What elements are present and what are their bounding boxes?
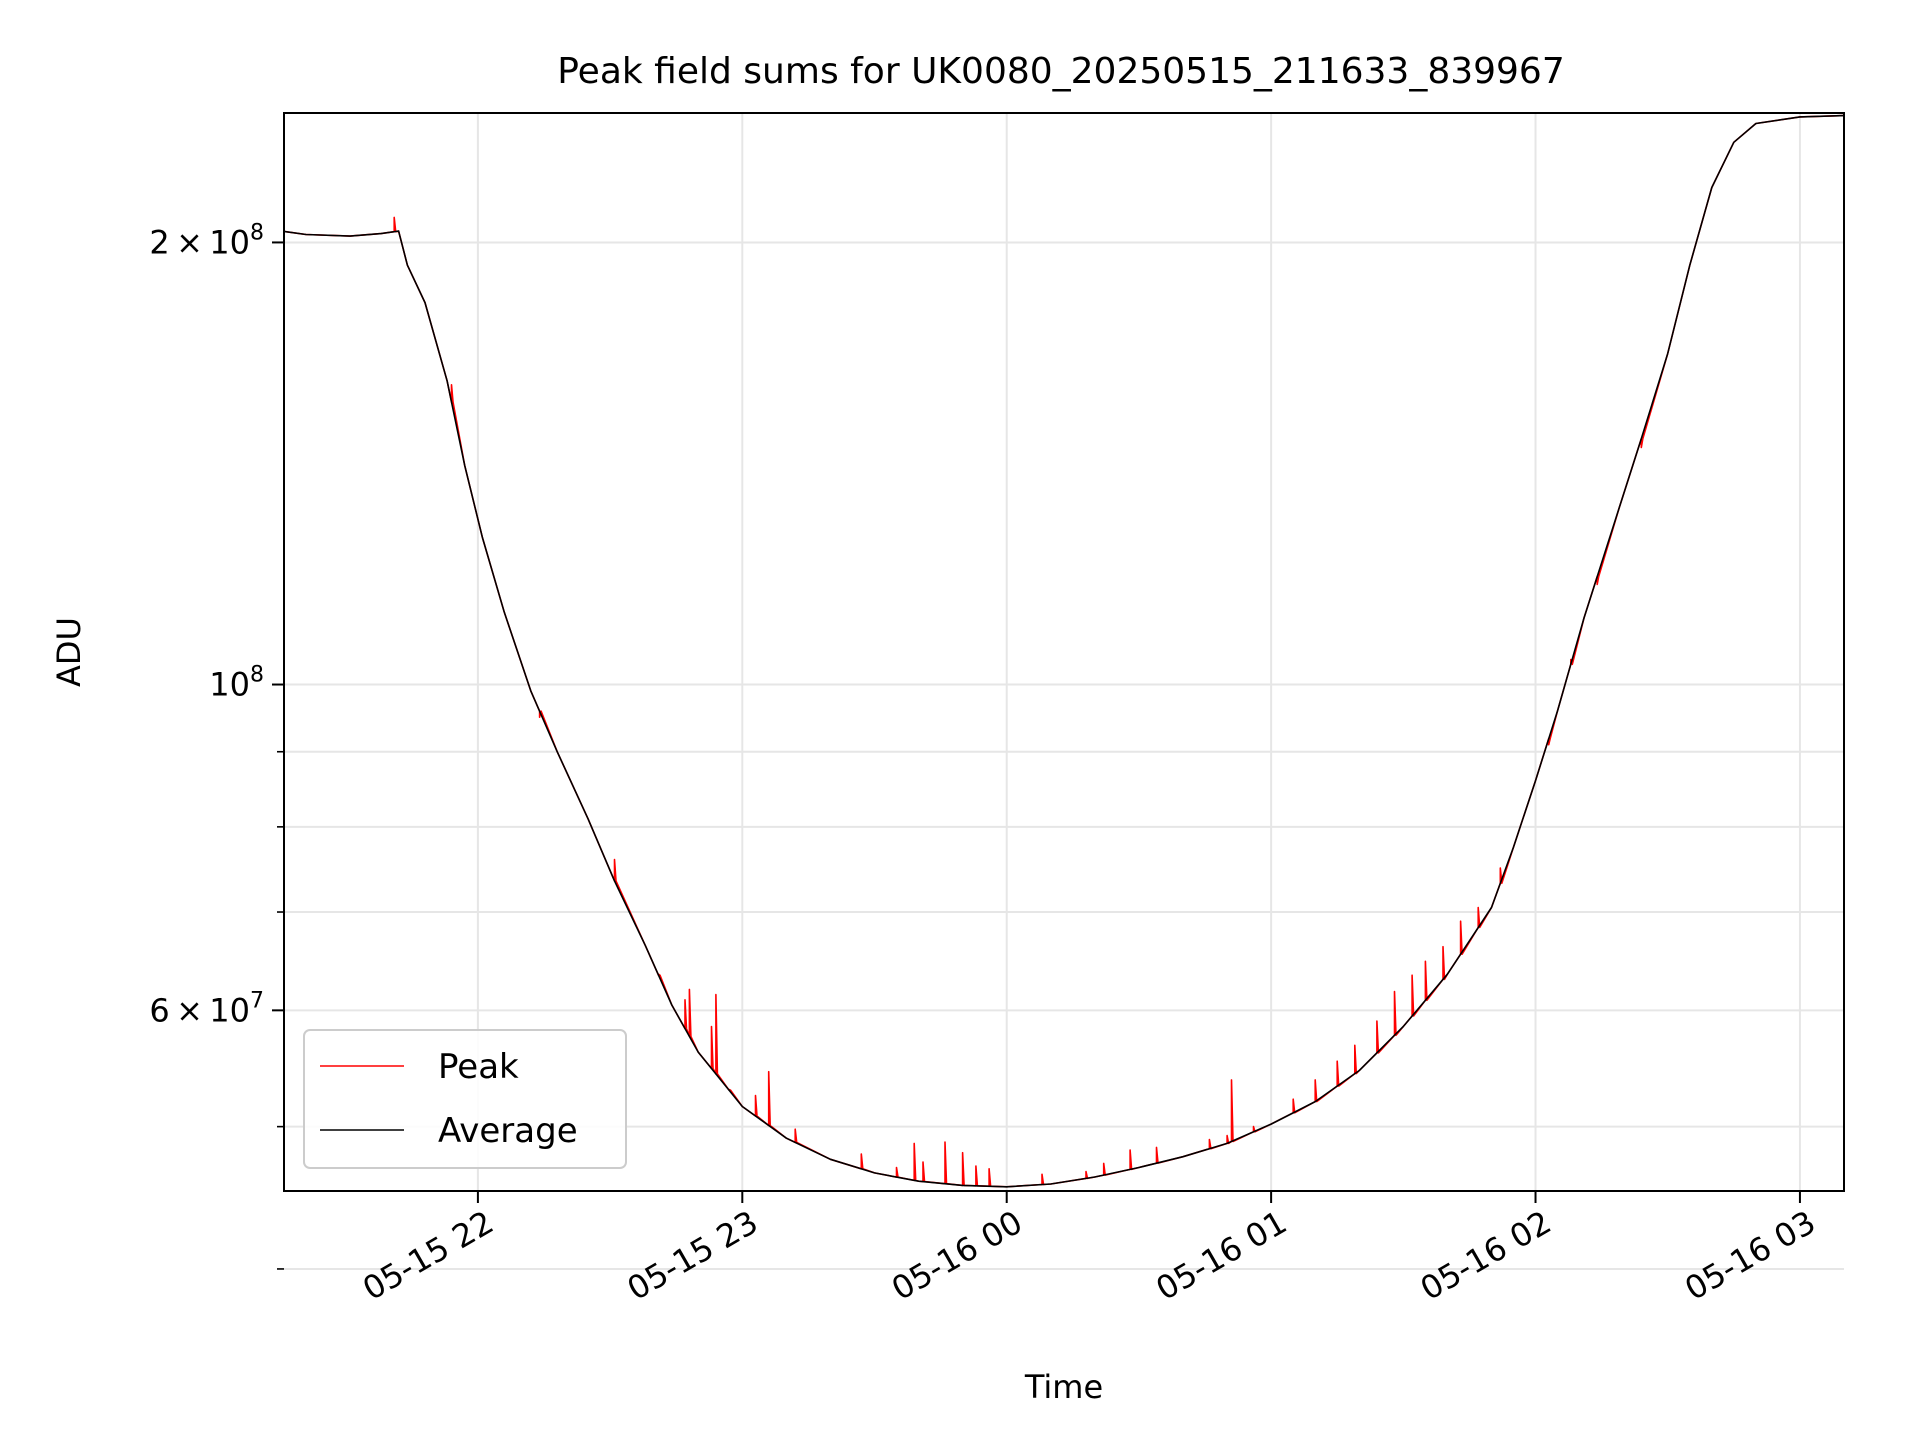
legend-average-label: Average bbox=[438, 1111, 578, 1151]
grid-lines bbox=[284, 113, 1844, 1270]
x-axis-label: Time bbox=[1024, 1368, 1103, 1406]
average-series-line bbox=[283, 114, 1845, 1188]
chart-title: Peak field sums for UK0080_20250515_2116… bbox=[557, 51, 1565, 92]
y-axis-label: ADU bbox=[50, 617, 88, 687]
y-tick-label: 2 × 108 bbox=[149, 220, 264, 261]
legend-peak-label: Peak bbox=[438, 1047, 519, 1087]
legend-box bbox=[303, 1029, 627, 1169]
legend: Peak Average bbox=[303, 1029, 627, 1169]
y-axis-ticks: 2 × 108 108 6 × 107 bbox=[149, 220, 284, 1270]
y-tick-label: 6 × 107 bbox=[149, 988, 264, 1029]
series-layer bbox=[283, 114, 1845, 1188]
y-tick-label: 108 bbox=[209, 663, 264, 704]
plot-frame bbox=[283, 112, 1845, 1192]
